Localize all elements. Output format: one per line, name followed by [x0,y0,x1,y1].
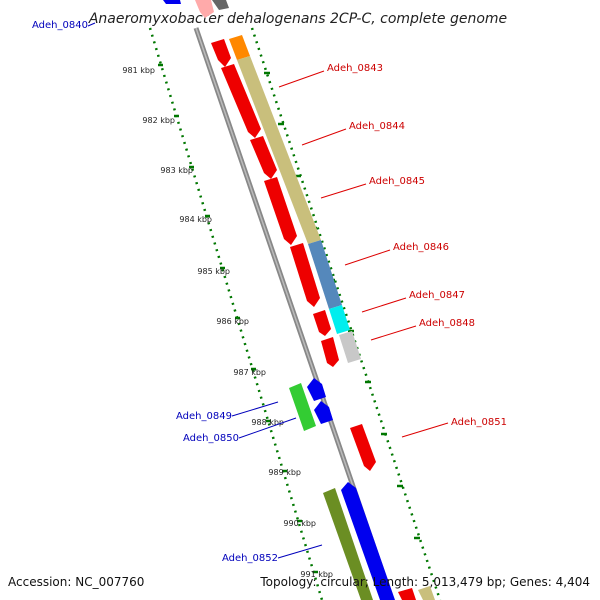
ruler-label: 983 kbp [160,166,193,175]
gene-feature [329,305,350,334]
outer-ruler-line [148,27,324,600]
gene-label[interactable]: Adeh_0843 [327,63,383,74]
map-title: Anaeromyxobacter dehalogenans 2CP-C, com… [88,11,507,27]
gene-feature [229,35,250,60]
ruler-label: 985 kbp [197,267,230,276]
gene-feature [290,243,320,307]
gene-feature [307,378,326,401]
ruler-label: 984 kbp [179,215,212,224]
ruler-label: 981 kbp [122,66,155,75]
gene-label[interactable]: Adeh_0851 [451,417,507,428]
ruler-label: 982 kbp [142,116,175,125]
ruler-label: 986 kbp [216,317,249,326]
gene-label[interactable]: Adeh_0852 [222,553,278,564]
gene-feature [321,337,339,367]
inner-ruler-line [250,27,442,600]
gene-feature [341,482,395,600]
gene-feature [212,0,229,10]
gene-feature [195,0,214,18]
accession-text: Accession: NC_007760 [8,575,144,589]
gene-feature [289,383,316,431]
ruler-label: 988 kbp [251,418,284,427]
gene-label[interactable]: Adeh_0848 [419,318,475,329]
ruler-label: 991 kbp [300,570,333,579]
gene-feature [339,331,361,363]
ruler-label: 989 kbp [268,468,301,477]
gene-feature [250,136,277,179]
gene-feature [313,310,331,336]
label-connectors [87,22,449,559]
gene-feature [308,240,342,309]
gene-label[interactable]: Adeh_0850 [183,433,239,444]
gene-label[interactable]: Adeh_0847 [409,290,465,301]
gene-feature [323,488,373,600]
gene-label[interactable]: Adeh_0840 [32,20,88,31]
gene-feature [163,0,181,4]
ruler-ticks [158,63,420,574]
gene-feature [398,588,416,600]
gene-feature [237,56,321,244]
gene-feature [350,424,376,471]
gene-feature [264,177,297,245]
gene-label[interactable]: Adeh_0849 [176,411,232,422]
pos-strand-genes [211,39,416,600]
gene-label[interactable]: Adeh_0844 [349,121,405,132]
ruler-label: 990 kbp [283,519,316,528]
gene-label[interactable]: Adeh_0846 [393,242,449,253]
gene-feature [314,401,333,424]
gene-label[interactable]: Adeh_0845 [369,176,425,187]
gene-feature [221,64,261,138]
gene-feature [418,586,435,600]
gene-feature [211,39,231,67]
ruler-label: 987 kbp [233,368,266,377]
genome-summary-text: Topology: circular; Length: 5,013,479 bp… [259,575,590,589]
